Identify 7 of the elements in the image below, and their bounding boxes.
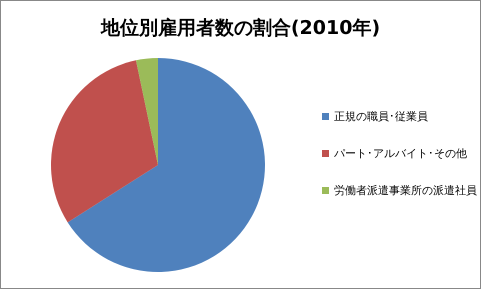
pie-slice	[136, 58, 158, 165]
legend-label: 労働者派遣事業所の派遣社員	[334, 184, 477, 197]
legend-label: パート･アルバイト･その他	[333, 147, 467, 160]
pie-slice	[51, 60, 158, 222]
chart-title: 地位別雇用者数の割合(2010年)	[100, 17, 380, 39]
legend-label: 正規の職員･従業員	[334, 110, 428, 123]
pie-slice	[68, 58, 265, 272]
